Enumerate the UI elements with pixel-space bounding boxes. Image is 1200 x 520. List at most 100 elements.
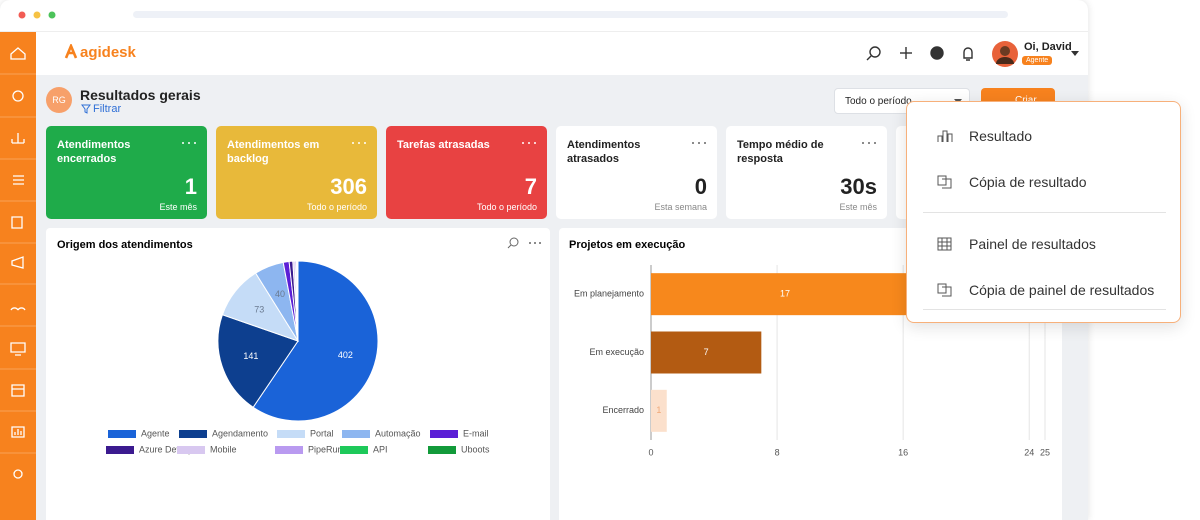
dot	[48, 11, 56, 19]
dot	[534, 242, 536, 244]
result-icon	[937, 130, 953, 142]
window-dots	[18, 11, 56, 19]
card-title: Atendimentos encerrados	[57, 139, 131, 165]
legend-swatch	[275, 446, 303, 454]
page-title: Resultados gerais	[80, 87, 201, 103]
stat-card[interactable]: Tarefas atrasadas 7 Todo o período	[386, 126, 547, 219]
bar-label: 7	[704, 347, 709, 357]
slice-label: 73	[254, 304, 264, 314]
stat-card[interactable]: Atendimentos em backlog 306 Todo o período	[216, 126, 377, 219]
dot	[529, 242, 531, 244]
nav-glyph	[11, 426, 25, 438]
y-tick-label: Em planejamento	[574, 289, 644, 299]
create-label: Criar	[1015, 95, 1037, 106]
dot	[352, 142, 354, 144]
user-caret[interactable]	[1070, 50, 1080, 58]
legend-label: Agente	[141, 428, 170, 438]
sidebar	[0, 32, 36, 520]
greeting: Oi, David	[1024, 41, 1072, 53]
nav-icon[interactable]	[13, 175, 24, 185]
nav-icon[interactable]	[11, 256, 24, 269]
address-bar[interactable]	[133, 11, 1008, 18]
nav-icon[interactable]	[10, 47, 26, 60]
legend-label: PipeRun CRM	[308, 444, 366, 454]
card-menu[interactable]	[351, 140, 367, 146]
nav-icon[interactable]	[12, 90, 24, 102]
add-icon[interactable]	[900, 47, 912, 59]
bell-icon[interactable]	[963, 47, 973, 61]
stat-card[interactable]: Atendimentos atrasados 0 Esta semana	[556, 126, 717, 219]
nav-glyph	[11, 384, 25, 397]
filter-icon	[81, 104, 91, 114]
menu-item[interactable]: Cópia de painel de resultados	[937, 282, 1154, 298]
dot	[358, 142, 360, 144]
card-menu[interactable]	[861, 140, 877, 146]
x-tick-label: 0	[648, 447, 653, 457]
nav-icon[interactable]	[11, 426, 25, 438]
zoom-icon	[509, 237, 519, 247]
nav-glyph	[13, 175, 24, 185]
bar-label: 1	[656, 405, 661, 415]
card-sub: Esta semana	[654, 202, 707, 212]
x-tick-label: 25	[1040, 447, 1050, 457]
avatar[interactable]	[991, 40, 1019, 68]
nav-icon[interactable]	[11, 216, 23, 229]
nav-icon[interactable]	[10, 342, 26, 356]
dot	[364, 142, 366, 144]
pie-slice	[252, 260, 379, 422]
menu-item[interactable]: Cópia de resultado	[937, 174, 1087, 190]
header-icons	[866, 46, 973, 61]
bar	[651, 389, 667, 432]
dot	[692, 142, 694, 144]
legend-label: Portal	[310, 428, 334, 438]
copy-icon	[937, 283, 952, 297]
nav-icon[interactable]	[10, 307, 26, 311]
bar	[651, 273, 919, 316]
legend-label: E-mail	[463, 428, 489, 438]
card-sub: Todo o período	[476, 202, 537, 212]
stat-card[interactable]: Atendimentos encerrados 1 Este mês	[46, 126, 207, 219]
legend-swatch	[177, 446, 205, 454]
card-sub: Este mês	[839, 202, 877, 212]
menu-item[interactable]: Resultado	[937, 128, 1032, 144]
nav-icon[interactable]	[11, 384, 25, 397]
role-badge: Agente	[1022, 56, 1053, 65]
search-icon[interactable]	[866, 46, 881, 61]
legend-swatch	[342, 430, 370, 438]
menu-item-label: Cópia de painel de resultados	[969, 282, 1155, 298]
pie-slice	[217, 314, 299, 408]
dot	[194, 142, 196, 144]
legend-label: Azure DevOps	[139, 444, 198, 454]
nav-icon[interactable]	[13, 469, 23, 479]
card-menu[interactable]	[521, 140, 537, 146]
dot	[528, 142, 530, 144]
legend-swatch	[277, 430, 305, 438]
legend-swatch	[106, 446, 134, 454]
create-menu: Resultado Cópia de resultado Painel de r…	[906, 101, 1181, 323]
card-sub: Todo o período	[306, 202, 367, 212]
legend-swatch	[340, 446, 368, 454]
menu-divider	[923, 212, 1166, 213]
x-tick-label: 16	[898, 447, 908, 457]
legend-swatch	[179, 430, 207, 438]
menu-item[interactable]: Painel de resultados	[937, 236, 1096, 252]
dot	[874, 142, 876, 144]
nav-icon[interactable]	[11, 133, 25, 144]
card-sub: Este mês	[159, 202, 197, 212]
legend-label: Automação	[375, 428, 421, 438]
card-menu[interactable]	[181, 140, 197, 146]
filter-link[interactable]: Filtrar	[93, 103, 122, 115]
card-menu[interactable]	[691, 140, 707, 146]
nav-glyph	[10, 47, 26, 60]
bar	[651, 331, 762, 374]
page-initials: RG	[46, 87, 72, 113]
logo[interactable]: agidesk	[80, 44, 136, 61]
x-tick-label: 24	[1024, 447, 1034, 457]
copy-icon	[937, 175, 952, 189]
stat-card[interactable]: Tempo médio de resposta 30s Este mês	[726, 126, 887, 219]
legend-swatch	[430, 430, 458, 438]
dot	[182, 142, 184, 144]
nav-glyph	[11, 256, 24, 269]
globe-icon[interactable]	[930, 46, 944, 60]
